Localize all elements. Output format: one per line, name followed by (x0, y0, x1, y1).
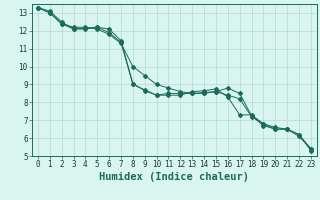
X-axis label: Humidex (Indice chaleur): Humidex (Indice chaleur) (100, 172, 249, 182)
